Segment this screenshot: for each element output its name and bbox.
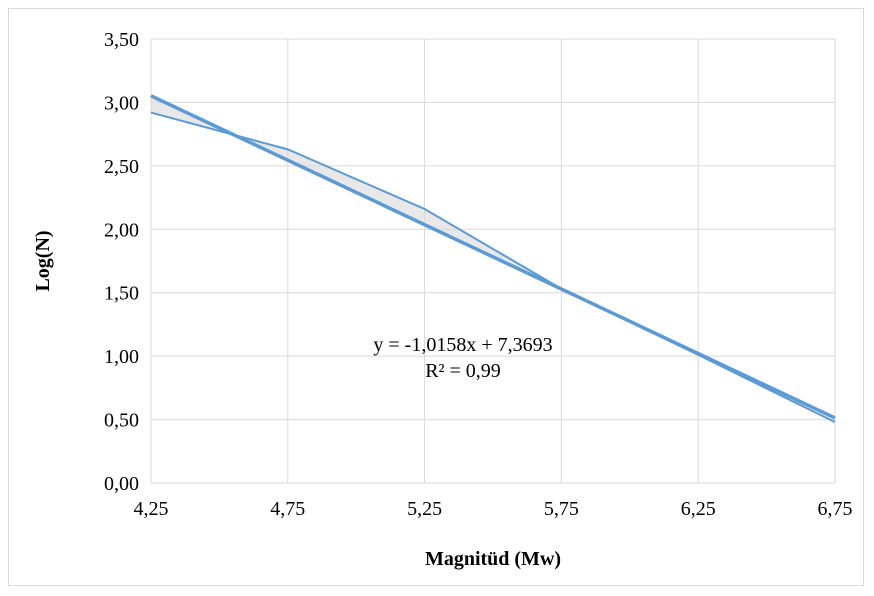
grid — [150, 38, 836, 484]
y-tick-label: 2,00 — [104, 219, 139, 241]
series-area — [150, 94, 836, 424]
x-axis-title: Magnitüd (Mw) — [425, 548, 561, 570]
chart-container: 0,00 0,50 1,00 1,50 2,00 2,50 3,00 3,50 4,25 4,75… — [8, 8, 864, 586]
x-tick-label: 5,25 — [407, 498, 442, 520]
y-tick-label: 0,50 — [104, 410, 139, 432]
x-tick-label: 6,25 — [681, 498, 716, 520]
trendline-r-squared: R² = 0,99 — [425, 360, 501, 382]
y-tick-label: 1,50 — [104, 283, 139, 305]
chart-svg: 0,00 0,50 1,00 1,50 2,00 2,50 3,00 3,50 4,25 4,75… — [32, 29, 853, 570]
y-tick-label: 3,00 — [104, 92, 139, 114]
x-tick-label: 4,75 — [270, 498, 305, 520]
trendline-equation: y = -1,0158x + 7,3693 — [373, 334, 552, 356]
y-tick-label: 0,00 — [104, 473, 139, 495]
x-tick-label: 6,75 — [818, 498, 853, 520]
trendline — [150, 94, 836, 420]
y-tick-label: 1,00 — [104, 346, 139, 368]
tick-labels: 0,00 0,50 1,00 1,50 2,00 2,50 3,00 3,50 4,25 4,75… — [104, 29, 853, 520]
x-tick-label: 4,25 — [134, 498, 169, 520]
y-axis-title: Log(N) — [32, 230, 54, 291]
y-tick-label: 2,50 — [104, 156, 139, 178]
x-tick-label: 5,75 — [544, 498, 579, 520]
y-tick-label: 3,50 — [104, 29, 139, 51]
